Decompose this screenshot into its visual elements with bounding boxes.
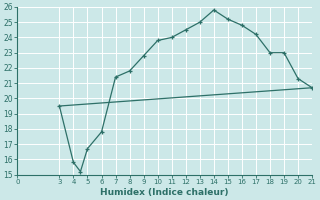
X-axis label: Humidex (Indice chaleur): Humidex (Indice chaleur) bbox=[100, 188, 229, 197]
